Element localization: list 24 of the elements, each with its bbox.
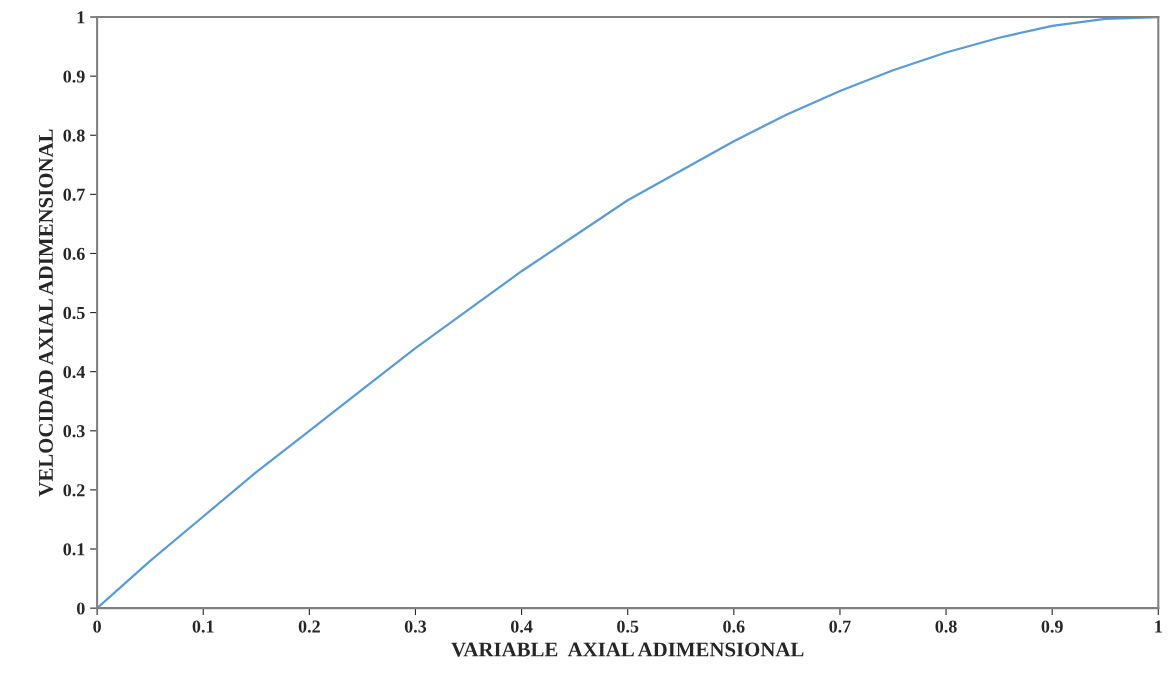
y-tick-label: 0.2 [63,484,85,497]
y-tick-label: 0.6 [63,247,85,260]
x-tick-label: 0.9 [1041,620,1063,633]
x-tick-label: 0.6 [723,620,745,633]
x-tick-label: 0.8 [935,620,957,633]
x-axis-title: VARIABLE AXIAL ADIMENSIONAL [451,642,804,657]
y-tick-label: 0.7 [63,188,85,201]
x-tick-label: 0.4 [510,620,533,633]
x-tick-label: 0 [93,620,101,633]
y-tick-label: 0.4 [63,365,85,379]
y-tick-label: 0.1 [63,543,85,556]
x-tick-label: 0.7 [829,620,851,633]
x-tick-label: 0.1 [192,620,214,633]
y-tick-label: 0.9 [63,70,85,83]
x-tick-label: 1 [1155,620,1162,633]
y-tick-label: 0.5 [63,306,85,320]
y-axis-title: VELOCIDAD AXIAL ADIMENSIONAL [38,129,54,497]
y-tick-label: 0.3 [63,425,85,438]
x-tick-label: 0.2 [298,620,320,633]
x-tick-label: 0.5 [617,620,639,633]
y-tick-label: 0.8 [63,129,85,142]
y-tick-label: 1 [77,11,85,24]
x-tick-label: 0.3 [404,620,427,633]
y-tick-label: 0 [76,602,85,615]
